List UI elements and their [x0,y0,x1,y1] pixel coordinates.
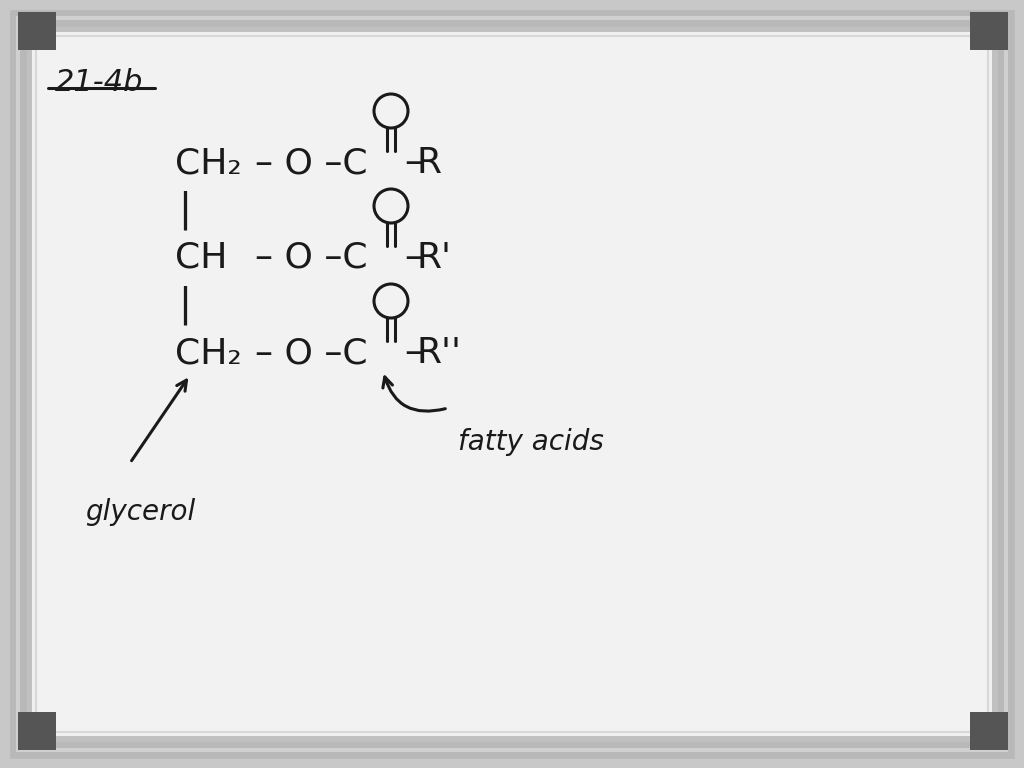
Bar [970,12,1008,50]
Text: R: R [417,146,442,180]
Text: – O –C: – O –C [255,336,368,370]
Text: |: | [178,286,191,326]
Text: –: – [404,146,422,180]
Text: CH₂: CH₂ [175,146,242,180]
Bar [18,712,56,750]
Text: – O –C: – O –C [255,146,368,180]
Text: R'': R'' [417,336,462,370]
Text: CH₂: CH₂ [175,336,242,370]
Text: glycerol: glycerol [85,498,196,526]
Bar [970,712,1008,750]
Text: |: | [178,190,191,230]
Text: R': R' [417,241,452,275]
Text: –: – [404,241,422,275]
Text: –: – [404,336,422,370]
Text: CH: CH [175,241,227,275]
Bar [18,12,56,50]
Text: – O –C: – O –C [255,241,368,275]
Text: fatty acids: fatty acids [458,428,604,456]
Text: 21-4b: 21-4b [55,68,143,97]
